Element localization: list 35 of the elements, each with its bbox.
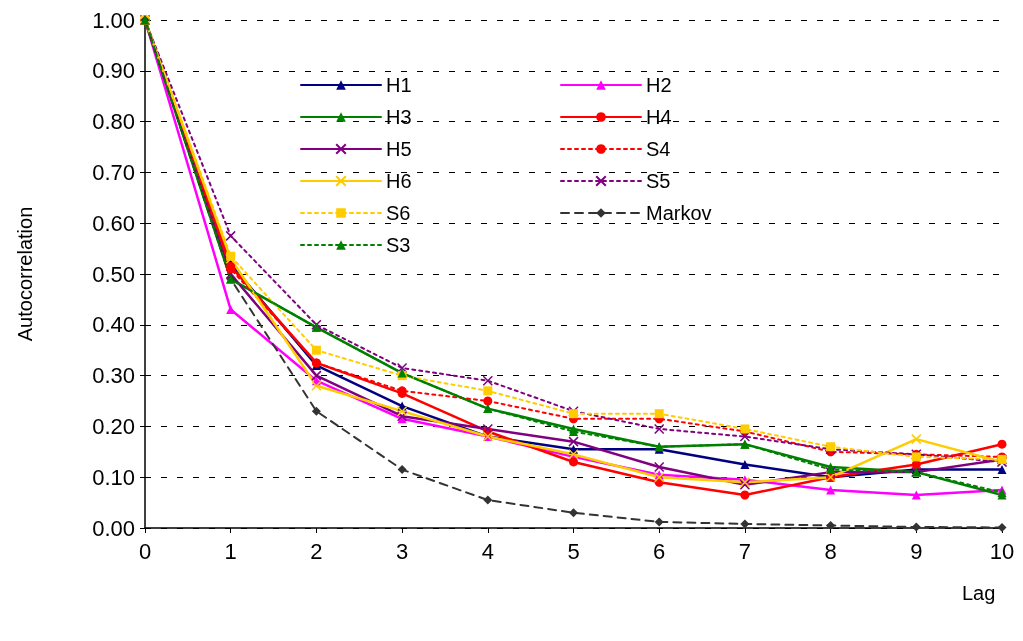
legend-label: H3 (386, 106, 412, 128)
x-tick-label: 8 (824, 538, 837, 564)
y-tick-label: 0.30 (92, 363, 135, 389)
y-tick-label: 0.50 (92, 261, 135, 287)
x-tick-label: 7 (738, 538, 752, 564)
x-axis-title: Lag (962, 582, 996, 604)
legend-label: S3 (386, 234, 411, 256)
x-tick-label: 2 (310, 538, 323, 564)
x-tick-label: 0 (138, 538, 152, 564)
x-tick-label: 1 (224, 538, 237, 564)
legend-label: H4 (646, 106, 672, 128)
y-axis-title: Autocorrelation (14, 206, 36, 342)
y-tick-label: 1.00 (92, 7, 135, 33)
y-tick-label: 0.60 (92, 210, 135, 236)
y-tick-label: 0.10 (92, 464, 135, 490)
y-tick-label: 0.90 (92, 58, 135, 84)
x-tick-label: 10 (989, 538, 1015, 564)
y-tick-label: 0.70 (92, 159, 135, 185)
legend-label: Markov (646, 202, 712, 224)
x-tick-label: 4 (481, 538, 494, 564)
legend-label: H2 (646, 74, 672, 96)
legend-label: S5 (646, 170, 671, 192)
legend-label: S4 (646, 138, 671, 160)
legend-label: H5 (386, 138, 412, 160)
legend-label: S6 (386, 202, 411, 224)
x-tick-label: 5 (567, 538, 580, 564)
x-tick-label: 9 (910, 538, 923, 564)
y-tick-label: 0.20 (92, 413, 135, 439)
x-tick-label: 3 (395, 538, 409, 564)
legend-label: H1 (386, 74, 412, 96)
x-tick-label: 6 (653, 538, 666, 564)
y-tick-label: 0.80 (92, 109, 135, 135)
legend-label: H6 (386, 170, 412, 192)
y-tick-label: 0.40 (92, 312, 135, 338)
y-tick-label: 0.00 (92, 515, 135, 541)
